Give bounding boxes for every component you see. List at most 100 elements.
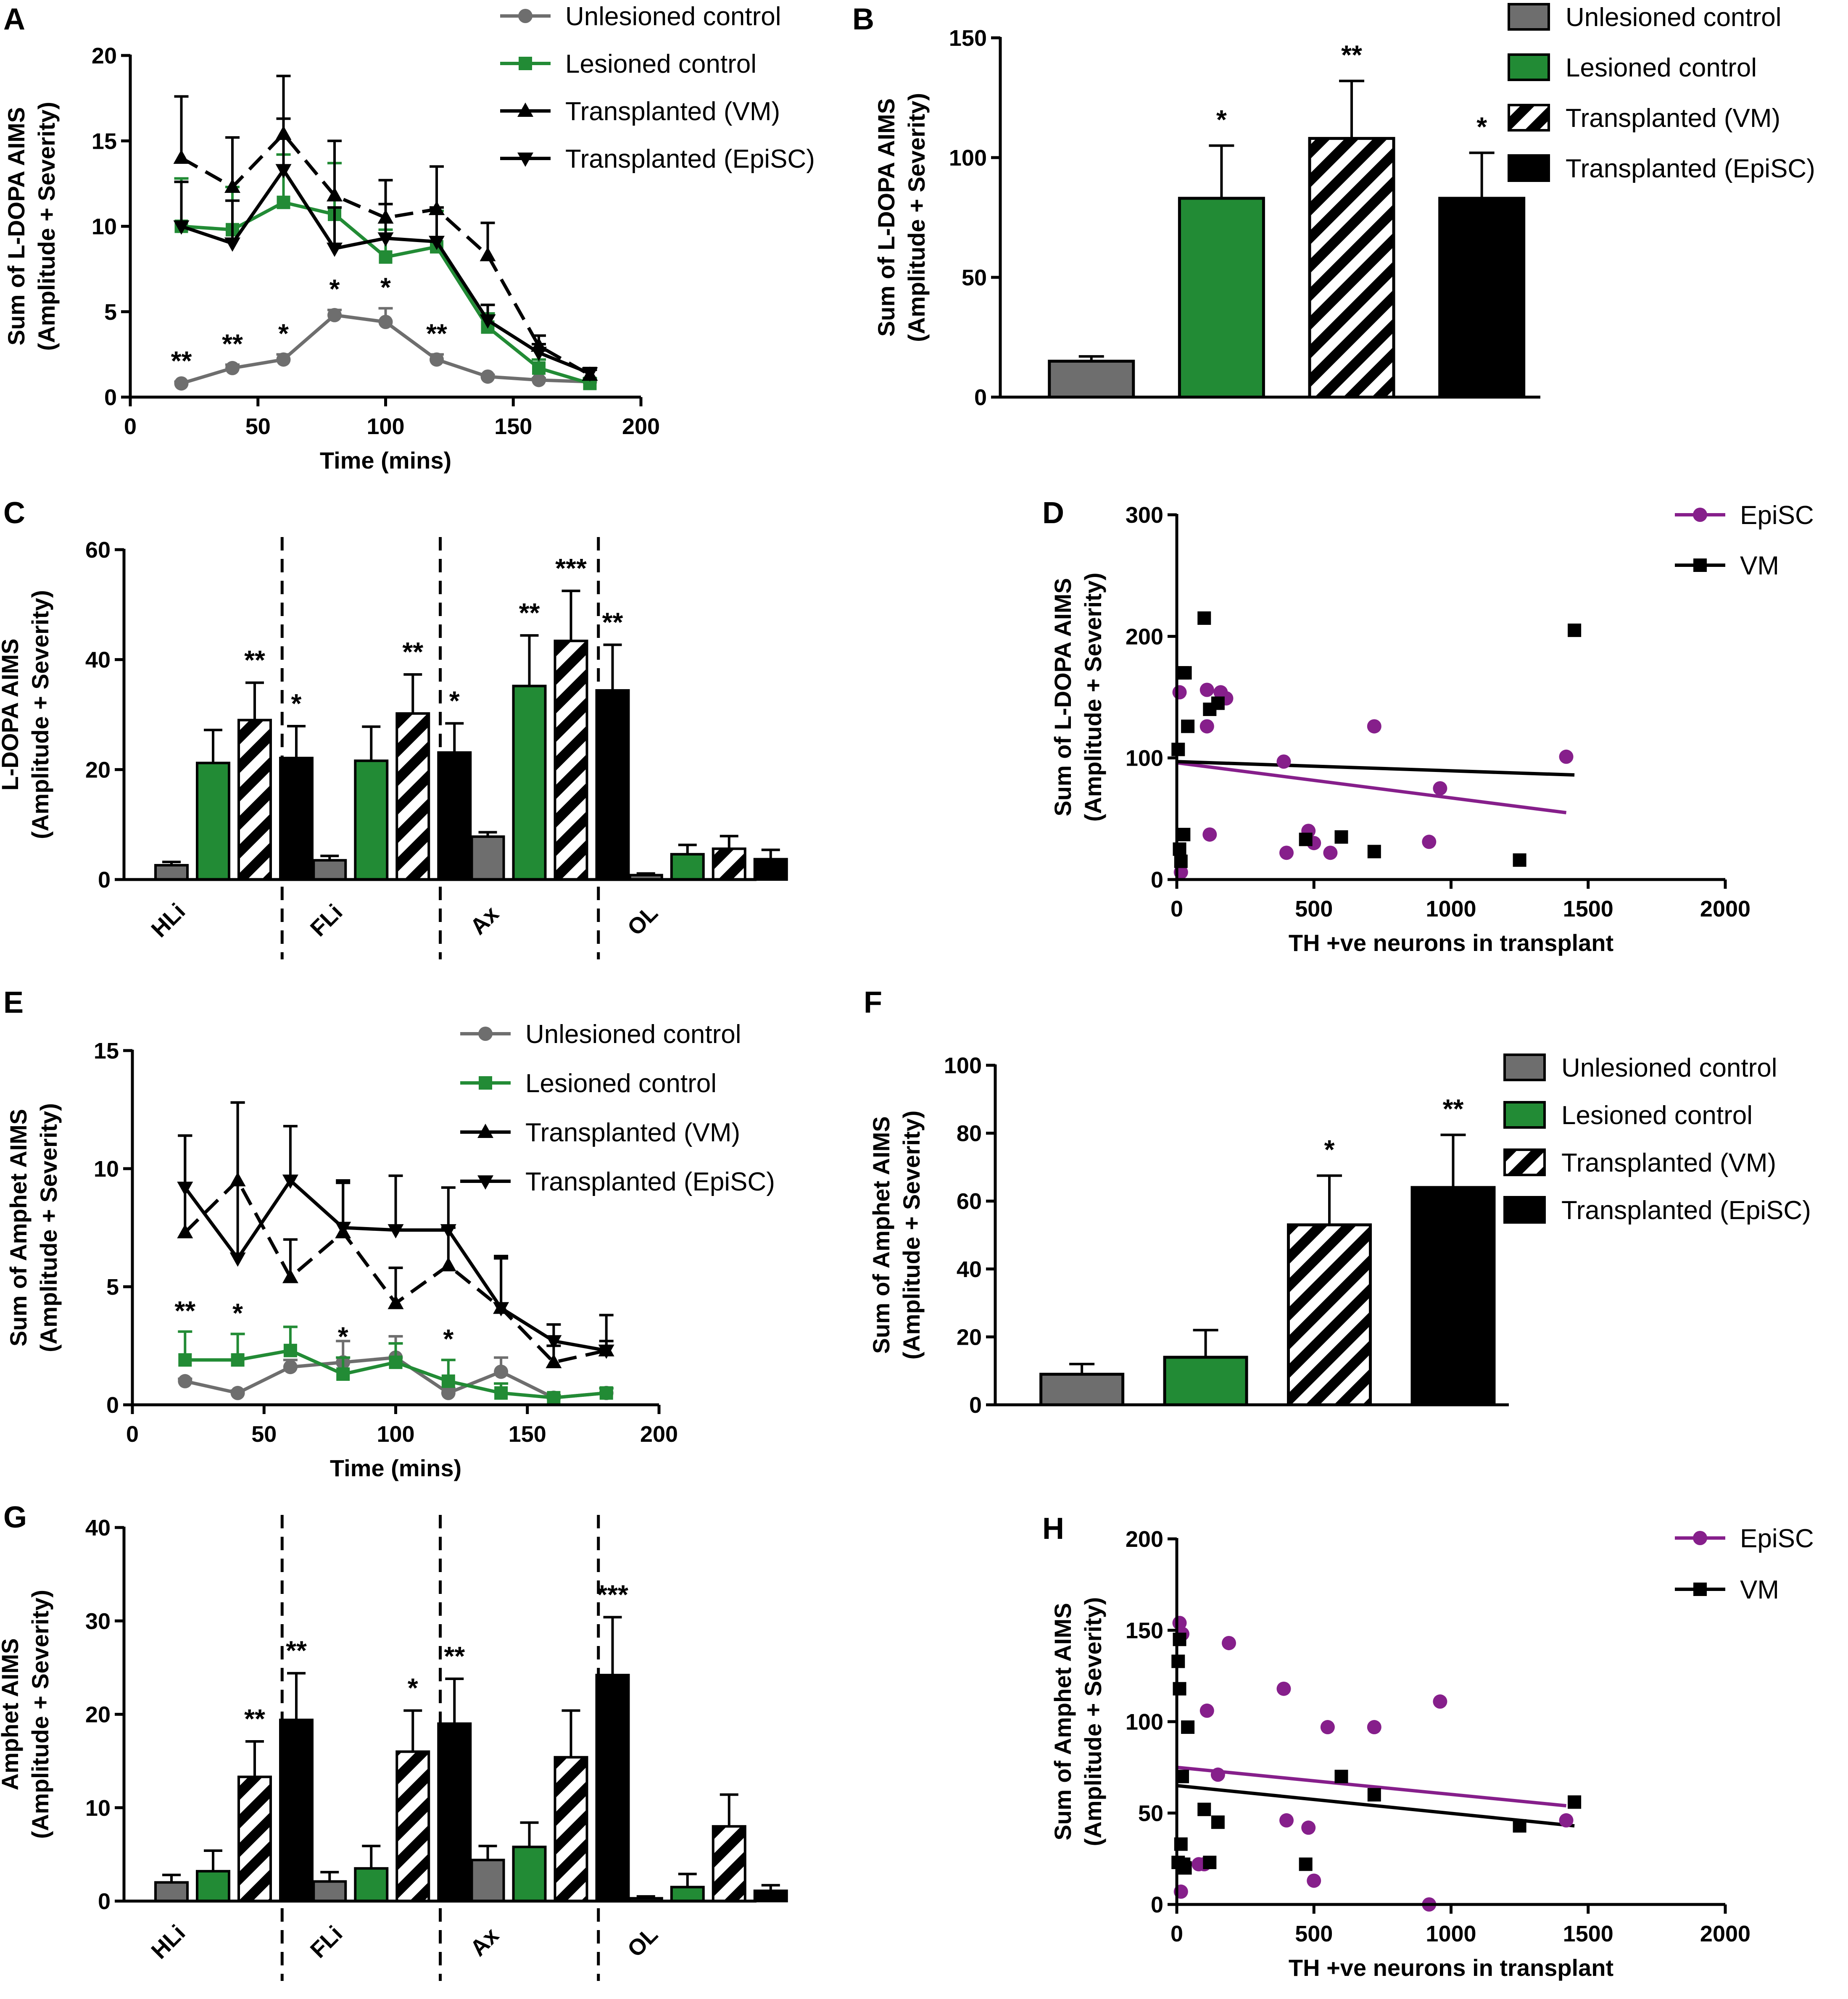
y-tick-label: 300 <box>1126 503 1163 528</box>
data-point <box>1203 1855 1217 1869</box>
y-tick-label: 100 <box>1126 746 1163 771</box>
legend-label: Unlesioned control <box>565 2 781 31</box>
y-tick-label: 5 <box>104 300 117 325</box>
data-point <box>177 1224 193 1238</box>
y-tick-label: 20 <box>92 43 117 68</box>
legend-label: VM <box>1740 551 1779 580</box>
series-3 <box>177 1101 614 1359</box>
legend-label: Transplanted (VM) <box>565 97 780 126</box>
data-point <box>231 1353 245 1367</box>
y-tick-label: 5 <box>106 1275 119 1300</box>
significance-label: ** <box>171 345 192 376</box>
data-point <box>282 1269 298 1283</box>
data-point <box>388 1224 404 1239</box>
y-tick-label: 100 <box>949 145 987 171</box>
significance-label: * <box>338 1322 348 1352</box>
legend: Unlesioned control Lesioned control Transp… <box>1503 1053 1811 1225</box>
y-tick-label: 0 <box>98 867 111 893</box>
bar-group-0 <box>1048 355 1135 399</box>
y-tick-label: 0 <box>1151 1892 1163 1917</box>
data-point <box>1334 1770 1348 1783</box>
data-point <box>546 1354 562 1368</box>
data-point <box>1173 1682 1186 1696</box>
y-tick-label: 0 <box>98 1889 111 1914</box>
bar <box>1308 137 1395 399</box>
significance-label: * <box>232 1298 243 1328</box>
regression-line <box>1176 761 1567 814</box>
data-point <box>493 1302 509 1317</box>
bar <box>354 759 389 881</box>
y-tick-label: 30 <box>85 1609 111 1634</box>
series-1: ** ** * <box>174 1296 614 1405</box>
bar <box>312 859 347 881</box>
data-point <box>335 1222 351 1236</box>
significance-label: * <box>278 318 289 348</box>
data-point <box>1367 719 1381 734</box>
significance-label: ** <box>519 598 540 628</box>
x-tick-label: 1000 <box>1426 896 1476 922</box>
data-point <box>1279 1813 1294 1828</box>
panel-label: C <box>3 496 25 530</box>
legend-swatch <box>1508 53 1550 81</box>
bar <box>1178 197 1265 399</box>
y-tick-label: 60 <box>85 537 111 563</box>
data-point <box>1568 1795 1582 1809</box>
significance-label: ** <box>174 1296 195 1326</box>
significance-label: ** <box>602 607 623 637</box>
legend-label: EpiSC <box>1740 501 1814 530</box>
significance-label: * <box>408 1673 418 1703</box>
significance-label: ** <box>402 637 423 667</box>
bar <box>554 1756 588 1902</box>
bar-group-1 <box>1163 1329 1248 1406</box>
significance-label: * <box>1476 112 1487 142</box>
y-tick-label: 15 <box>94 1038 119 1064</box>
data-point <box>1173 842 1186 856</box>
data-point <box>429 236 445 250</box>
data-point <box>494 1364 509 1379</box>
legend-marker <box>477 1175 493 1190</box>
significance-label: * <box>449 685 460 716</box>
data-point <box>1181 719 1195 733</box>
data-point <box>1513 1819 1526 1833</box>
data-point <box>327 187 343 202</box>
significance-label: * <box>443 1324 453 1354</box>
legend-label: Lesioned control <box>525 1069 717 1098</box>
bar <box>470 1859 505 1902</box>
data-point <box>1513 853 1526 867</box>
legend-label: Lesioned control <box>1561 1101 1753 1130</box>
x-tick-label: 100 <box>377 1422 414 1447</box>
regression-line <box>1176 1784 1575 1828</box>
data-point <box>546 1335 562 1350</box>
x-tick-label: 150 <box>494 414 532 439</box>
legend-swatch <box>1508 154 1550 182</box>
legend-marker <box>1693 558 1707 572</box>
y-tick-label: 40 <box>85 648 111 673</box>
data-point <box>1433 781 1447 795</box>
data-point <box>229 1252 246 1267</box>
bar <box>154 1881 189 1902</box>
bar <box>237 1775 272 1903</box>
y-axis-label: Sum of L-DOPA AIMS <box>1049 578 1076 816</box>
bar <box>196 1870 230 1902</box>
legend-label: Unlesioned control <box>525 1020 741 1049</box>
legend-label: VM <box>1740 1575 1779 1604</box>
data-point <box>336 1367 350 1381</box>
bar <box>670 853 705 881</box>
y-axis-label: Sum of Amphet AIMS <box>5 1109 32 1346</box>
bar <box>753 1889 788 1903</box>
data-point <box>230 1385 245 1400</box>
significance-label: ** <box>444 1641 465 1671</box>
data-point <box>1433 1694 1447 1709</box>
data-point <box>1559 749 1574 764</box>
bar <box>1410 1186 1496 1406</box>
legend: EpiSC VM <box>1675 501 1814 580</box>
bar <box>753 858 788 881</box>
y-axis-label: Sum of Amphet AIMS <box>1049 1603 1076 1840</box>
significance-label: ** <box>222 329 243 359</box>
data-point <box>276 352 291 367</box>
legend-label: Transplanted (EpiSC) <box>565 145 815 174</box>
regression-line <box>1176 760 1575 777</box>
data-point <box>224 237 240 252</box>
panel-H: H 0 50 100 150 200 Sum of Amphet AIMS (Amplitud… <box>1042 1512 1814 1981</box>
